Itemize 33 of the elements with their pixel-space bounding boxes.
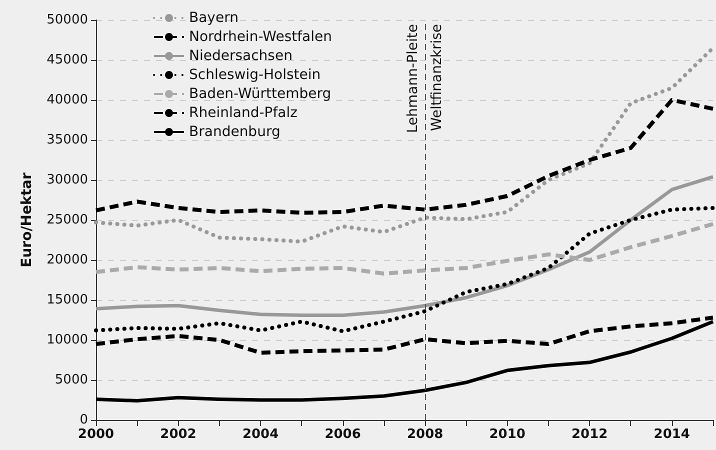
y-tick-label: 45000 [46, 52, 88, 68]
legend-label: Schleswig-Holstein [189, 67, 321, 83]
line-series [94, 206, 715, 334]
x-tick-label: 2000 [78, 427, 114, 442]
x-tick-label: 2014 [654, 427, 690, 442]
legend-label: Bayern [189, 10, 238, 26]
y-tick-label: 50000 [46, 12, 88, 28]
x-tick-label: 2008 [406, 427, 444, 442]
line-series [94, 175, 715, 317]
y-tick-label: 35000 [46, 132, 88, 148]
legend-label: Niedersachsen [189, 48, 292, 64]
y-tick-label: 40000 [46, 92, 88, 108]
x-tick-label: 2004 [242, 427, 279, 442]
x-tick-label: 2006 [324, 427, 361, 442]
y-tick-label: 20000 [46, 252, 88, 268]
line-series [94, 320, 715, 403]
y-tick-label: 10000 [46, 332, 88, 348]
annotation: Weltfinanzkrise [429, 24, 446, 132]
y-tick-label: 30000 [46, 172, 88, 188]
line-series [94, 222, 715, 276]
y-tick-label: 25000 [46, 212, 88, 228]
x-tick-label: 2010 [489, 427, 526, 442]
x-tick-label: 2002 [160, 427, 196, 442]
x-tick-label: 2012 [572, 427, 608, 442]
legend-label: Brandenburg [189, 124, 280, 140]
legend-label: Baden-Württemberg [189, 86, 332, 102]
y-tick-label: 15000 [46, 292, 88, 308]
y-tick-label: 5000 [54, 372, 88, 388]
y-axis-title: Euro/Hektar [19, 172, 35, 268]
ref-line-label: Lehmann-Pleite [405, 24, 422, 133]
legend-label: Nordrhein-Westfalen [189, 29, 332, 45]
legend-label: Rheinland-Pfalz [189, 105, 298, 121]
y-tick-label: 0 [80, 412, 88, 428]
